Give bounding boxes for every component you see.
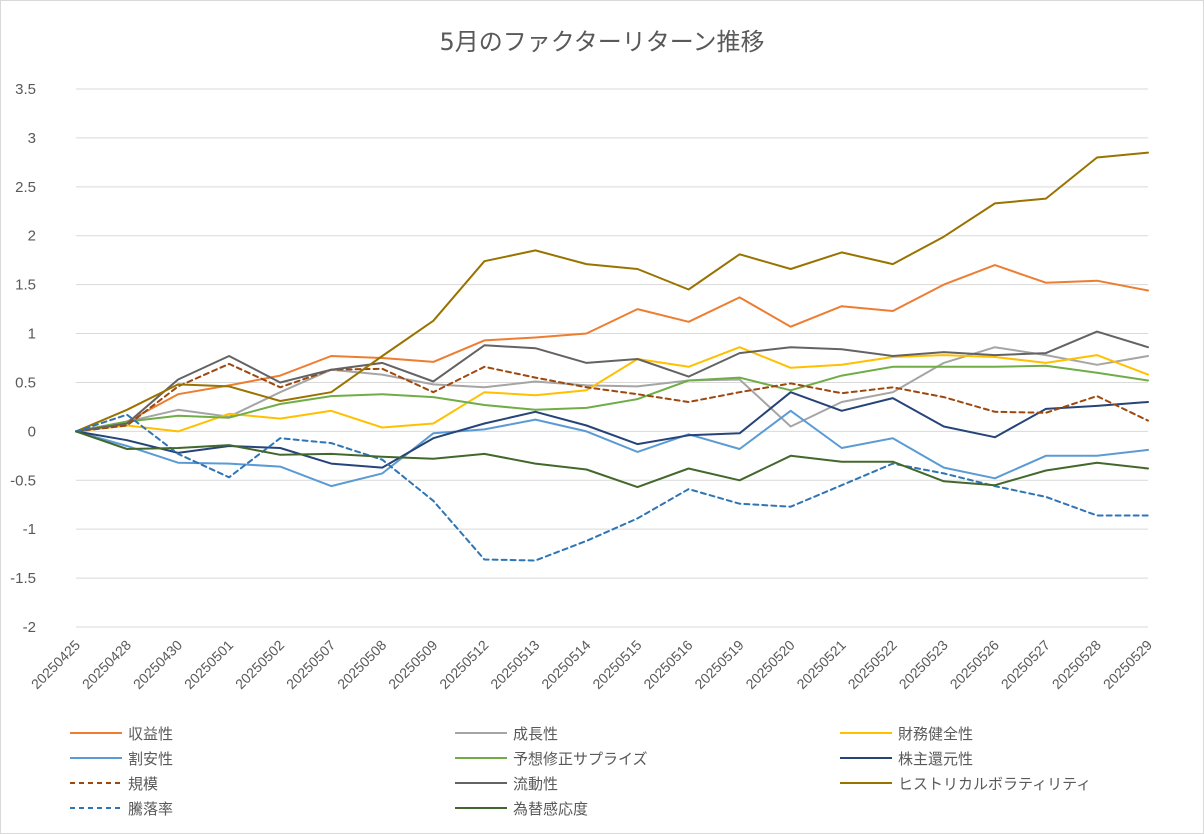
legend-entry: 規模	[70, 775, 158, 793]
grid-lines	[76, 88, 1148, 628]
y-axis-ticks: 3.5 3 2.5 2 1.5 1 0.5 0 -0.5 -1 -1.5 -2	[10, 81, 36, 636]
x-tick-label: 20250523	[896, 637, 952, 693]
legend-entry: 予想修正サプライズ	[455, 750, 648, 768]
legend-label: 予想修正サプライズ	[513, 750, 648, 768]
x-tick-label: 20250529	[1100, 637, 1156, 693]
x-tick-label: 20250514	[538, 637, 594, 693]
legend-entry: 騰落率	[70, 800, 173, 818]
y-tick-label: -0.5	[10, 472, 36, 489]
x-tick-label: 20250501	[181, 637, 237, 693]
legend-label: ヒストリカルボラティリティ	[898, 775, 1091, 793]
x-tick-label: 20250520	[742, 637, 798, 693]
y-tick-label: 0	[28, 423, 36, 440]
y-tick-label: 3	[28, 130, 36, 147]
legend-label: 流動性	[513, 775, 558, 793]
legend-label: 騰落率	[128, 800, 173, 818]
x-tick-label: 20250528	[1049, 637, 1105, 693]
series-line-7	[75, 330, 1149, 433]
legend-entry: 割安性	[70, 750, 173, 768]
y-tick-label: 2.5	[15, 179, 36, 196]
series-line-2	[75, 346, 1149, 433]
legend-label: 株主還元性	[898, 750, 973, 768]
x-tick-label: 20250519	[691, 637, 747, 693]
series-line-5	[75, 391, 1149, 469]
series-line-4	[75, 364, 1149, 433]
legend-entry: 財務健全性	[840, 725, 973, 743]
series-line-3	[75, 409, 1149, 488]
x-tick-label: 20250428	[79, 637, 135, 693]
x-tick-label: 20250508	[334, 637, 390, 693]
y-tick-label: 0.5	[15, 374, 36, 391]
legend-entry: ヒストリカルボラティリティ	[840, 775, 1091, 793]
x-tick-label: 20250527	[998, 637, 1054, 693]
x-tick-label: 20250515	[589, 637, 645, 693]
x-tick-label: 20250425	[28, 637, 84, 693]
legend-entry: 株主還元性	[840, 750, 973, 768]
legend-label: 規模	[128, 775, 158, 793]
y-tick-label: 1	[28, 326, 36, 343]
x-tick-label: 20250512	[436, 637, 492, 693]
chart-title: 5月のファクターリターン推移	[439, 28, 764, 56]
x-tick-label: 20250521	[793, 637, 849, 693]
legend-entry: 為替感応度	[455, 800, 588, 818]
y-tick-label: -1	[23, 521, 36, 538]
series-line-6	[75, 362, 1149, 433]
y-tick-label: 3.5	[15, 81, 36, 98]
legend-label: 成長性	[513, 725, 558, 743]
legend-label: 収益性	[128, 725, 173, 743]
legend-label: 割安性	[128, 750, 173, 768]
x-tick-label: 20250522	[845, 637, 901, 693]
x-tick-label: 20250507	[283, 637, 339, 693]
x-axis-ticks: 2025042520250428202504302025050120250502…	[28, 637, 1156, 693]
y-tick-label: 2	[28, 228, 36, 245]
x-tick-label: 20250526	[947, 637, 1003, 693]
series-line-0	[75, 264, 1149, 433]
y-tick-label: -1.5	[10, 570, 36, 587]
x-tick-label: 20250516	[640, 637, 696, 693]
series-lines	[75, 151, 1149, 562]
legend-label: 財務健全性	[898, 725, 973, 743]
series-line-9	[75, 413, 1149, 562]
x-tick-label: 20250502	[232, 637, 288, 693]
legend-entry: 成長性	[455, 725, 558, 743]
y-tick-label: 1.5	[15, 277, 36, 294]
series-line-10	[75, 430, 1149, 489]
legend-entry: 収益性	[70, 725, 173, 743]
legend-entry: 流動性	[455, 775, 558, 793]
x-tick-label: 20250509	[385, 637, 441, 693]
legend-label: 為替感応度	[513, 800, 588, 818]
series-line-8	[75, 151, 1149, 433]
y-tick-label: -2	[23, 619, 36, 636]
x-tick-label: 20250513	[487, 637, 543, 693]
x-tick-label: 20250430	[130, 637, 186, 693]
